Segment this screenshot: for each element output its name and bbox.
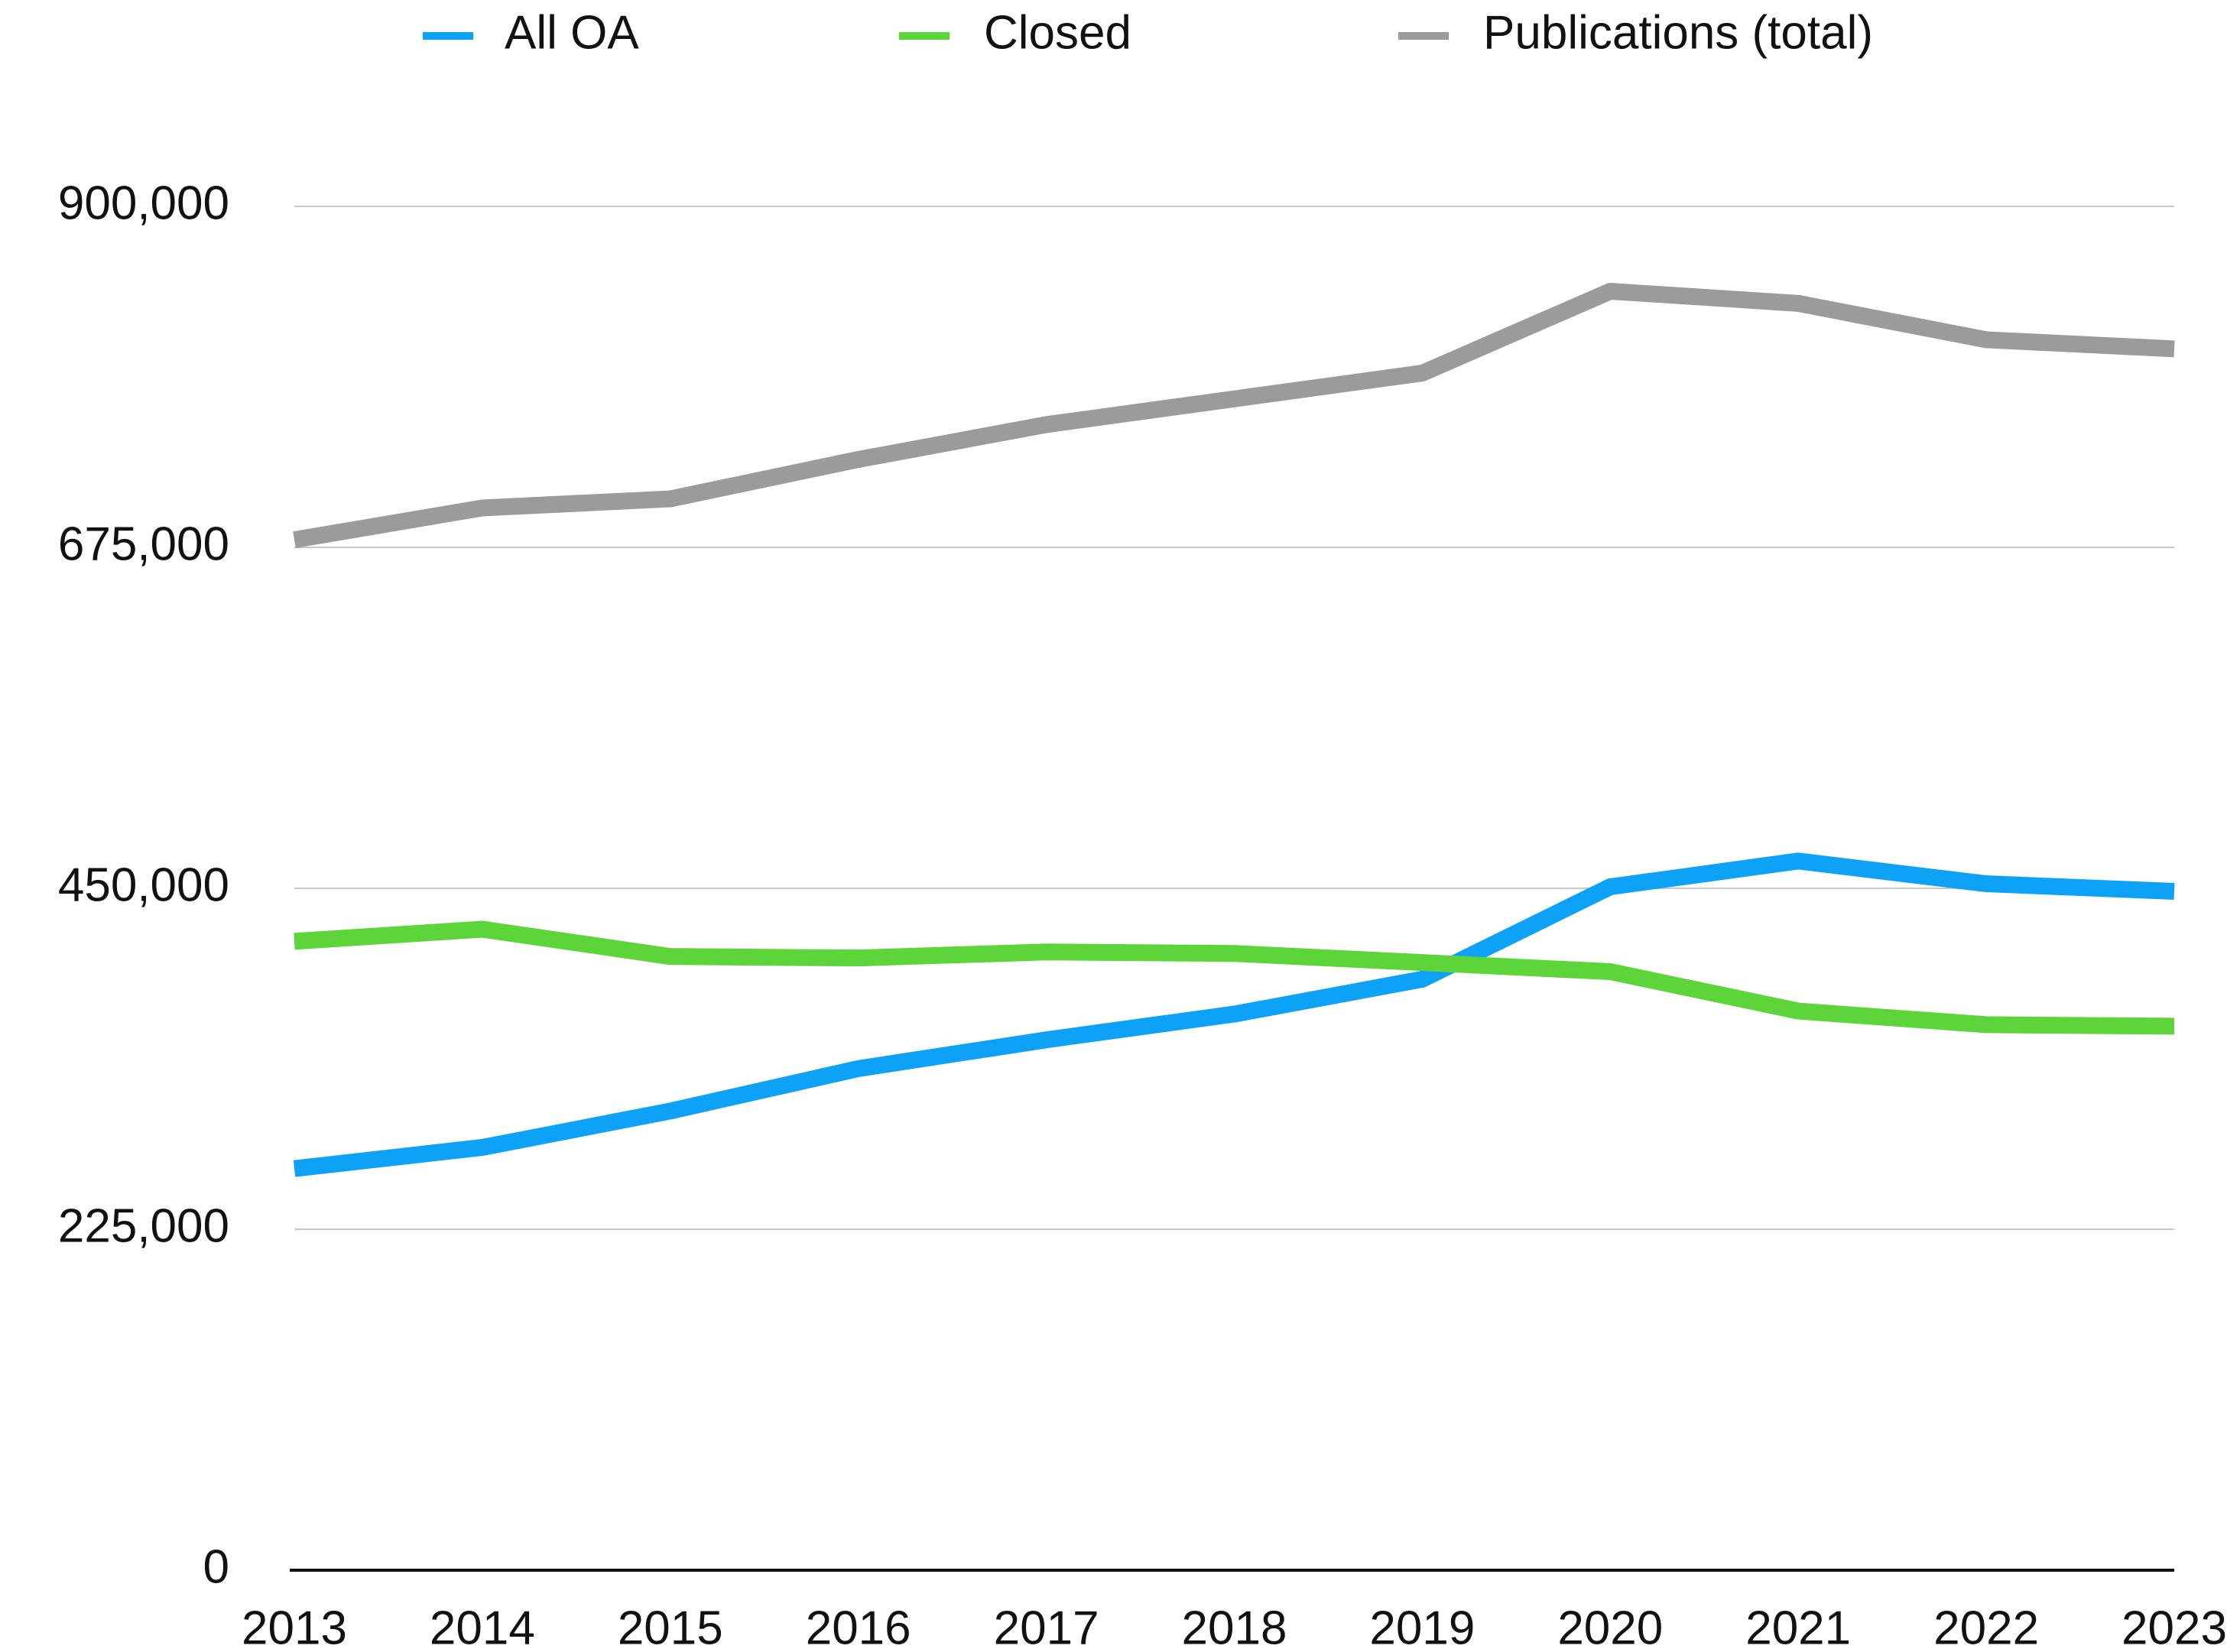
y-tick-label: 225,000 <box>58 1199 229 1252</box>
legend-label: Closed <box>984 6 1131 59</box>
series-line <box>294 920 2175 1035</box>
y-tick-label: 900,000 <box>58 177 229 229</box>
y-tick-label: 0 <box>203 1540 229 1593</box>
x-tick-label: 2021 <box>1745 1602 1851 1652</box>
x-tick-label: 2016 <box>806 1602 911 1652</box>
x-tick-label: 2022 <box>1933 1602 2039 1652</box>
x-tick-label: 2019 <box>1369 1602 1475 1652</box>
legend-label: Publications (total) <box>1483 6 1873 59</box>
x-tick-label: 2023 <box>2122 1602 2227 1652</box>
x-tick-label: 2014 <box>430 1602 535 1652</box>
x-tick-label: 2013 <box>242 1602 347 1652</box>
y-tick-label: 450,000 <box>58 858 229 911</box>
x-tick-label: 2015 <box>618 1602 723 1652</box>
x-tick-label: 2017 <box>994 1602 1099 1652</box>
series-line <box>293 283 2175 548</box>
y-tick-label: 675,000 <box>58 518 229 570</box>
legend-label: All OA <box>505 6 639 59</box>
x-tick-label: 2018 <box>1182 1602 1287 1652</box>
series-line <box>293 852 2175 1177</box>
x-tick-label: 2020 <box>1557 1602 1663 1652</box>
